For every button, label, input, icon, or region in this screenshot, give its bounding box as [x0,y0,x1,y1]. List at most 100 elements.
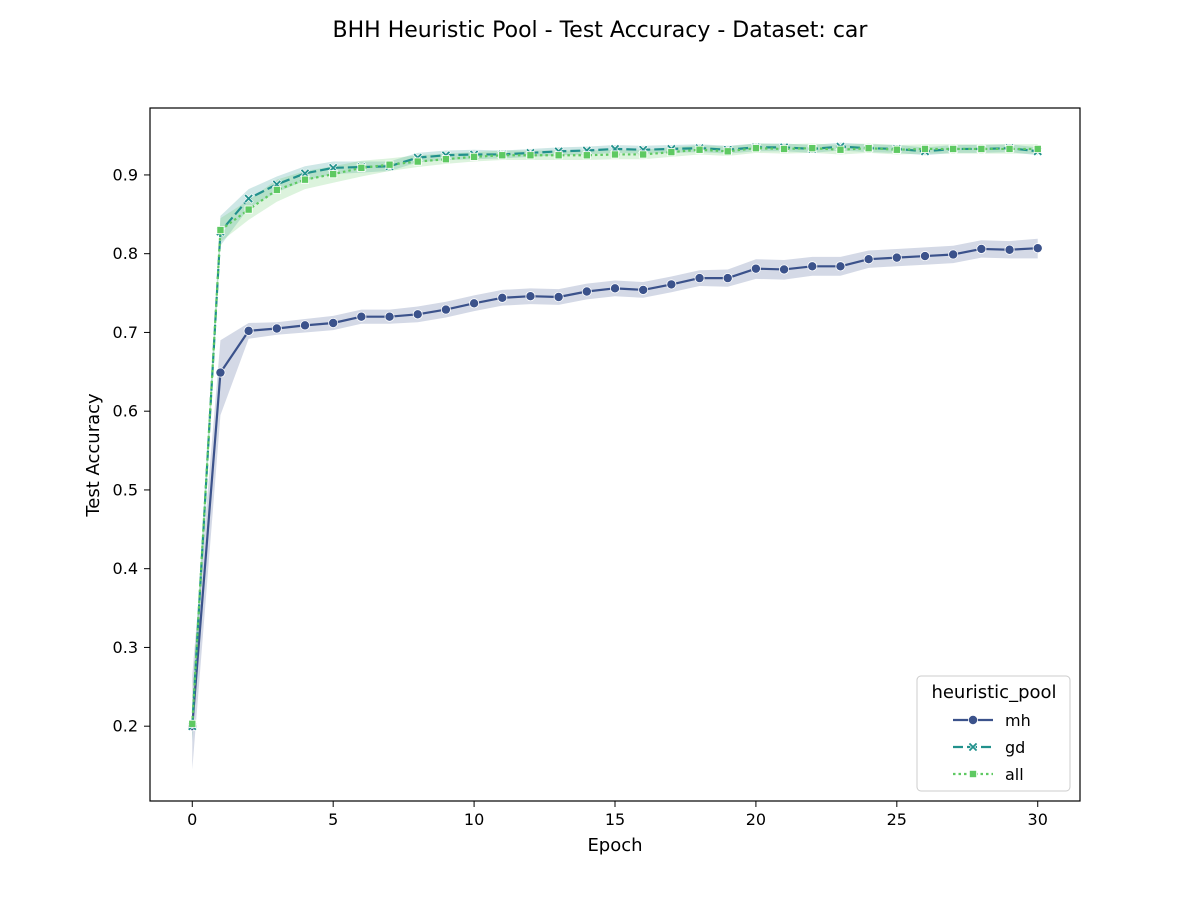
data-point-all [272,185,281,194]
data-point-gd [299,168,311,179]
data-point-mh [469,298,480,309]
data-point-mh [581,286,592,297]
data-point-mh [976,243,987,254]
x-tick-label: 30 [1028,810,1048,829]
x-tick-label: 25 [887,810,907,829]
data-point-all [1005,144,1014,153]
legend-label-mh: mh [1005,711,1031,730]
y-tick-label: 0.3 [113,638,138,657]
legend-item-all: all [953,765,1024,784]
data-point-mh [356,311,367,322]
data-point-all [413,157,422,166]
data-point-mh [807,261,818,272]
data-point-mh [412,309,423,320]
series-gd [187,141,1043,732]
data-point-all [216,226,225,235]
data-point-all [639,150,648,159]
data-point-mh [328,317,339,328]
x-tick-label: 0 [187,810,197,829]
x-tick-label: 10 [464,810,484,829]
data-point-all [977,144,986,153]
data-point-all [554,151,563,160]
legend-title: heuristic_pool [931,682,1056,703]
data-point-mh [835,261,846,272]
data-point-mh [299,320,310,331]
data-point-mh [610,283,621,294]
band-gd [192,142,1038,742]
series-all [188,144,1042,728]
data-point-all [808,144,817,153]
legend-marker-mh [968,715,979,726]
data-point-mh [863,254,874,265]
chart-title: BHH Heuristic Pool - Test Accuracy - Dat… [333,18,869,43]
y-tick-label: 0.7 [113,323,138,342]
data-point-all [441,155,450,164]
y-tick-label: 0.2 [113,717,138,736]
data-point-all [385,160,394,169]
legend-item-mh: mh [953,711,1031,730]
series-line-gd [191,145,1038,727]
y-tick-label: 0.6 [113,402,138,421]
data-point-gd [243,193,254,204]
data-point-mh [553,291,564,302]
data-point-all [864,144,873,153]
legend-marker-gd [967,741,979,753]
data-point-mh [1004,244,1015,255]
data-point-mh [243,325,254,336]
x-tick-label: 5 [328,810,338,829]
legend-item-gd: gd [953,738,1025,757]
data-point-all [329,170,338,179]
data-point-all [611,150,620,159]
legend-marker-all [969,770,978,779]
data-point-mh [920,251,931,262]
data-point-mh [666,279,677,290]
data-point-mh [497,292,508,303]
data-point-all [1033,144,1042,153]
data-point-mh [525,291,536,302]
legend-label-gd: gd [1005,738,1025,757]
data-point-mh [891,252,902,263]
data-point-all [751,144,760,153]
data-point-mh [440,304,451,315]
band-mh [192,238,1038,770]
series-line-all [191,147,1038,724]
data-point-all [667,148,676,157]
y-tick-label: 0.4 [113,559,138,578]
x-tick-label: 20 [746,810,766,829]
y-axis-label: Test Accuracy [83,393,104,518]
data-point-all [582,151,591,160]
data-point-all [300,175,309,184]
y-tick-label: 0.5 [113,480,138,499]
y-tick-label: 0.9 [113,165,138,184]
x-axis-label: Epoch [587,835,642,856]
data-point-all [949,144,958,153]
data-point-all [470,152,479,161]
data-point-all [892,145,901,154]
legend-label-all: all [1005,765,1024,784]
x-tick-label: 15 [605,810,625,829]
data-point-all [498,151,507,160]
data-point-all [921,144,930,153]
plot-area [187,141,1043,770]
series-mh [187,243,1043,732]
data-point-mh [271,323,282,334]
data-point-mh [948,249,959,260]
data-point-all [244,205,253,214]
data-point-mh [694,273,705,284]
data-point-all [695,145,704,154]
data-point-mh [722,273,733,284]
data-point-mh [638,284,649,295]
y-tick-label: 0.8 [113,244,138,263]
y-axis: 0.2 0.3 0.4 0.5 0.6 0.7 0.8 0.9 [113,165,150,736]
data-point-mh [384,311,395,322]
data-point-mh [215,367,226,378]
band-all [192,143,1038,738]
data-point-all [188,719,197,728]
x-axis: 0 5 10 15 20 25 30 [187,801,1048,829]
data-point-mh [779,264,790,275]
data-point-all [357,163,366,172]
data-point-all [723,147,732,156]
data-point-all [526,151,535,160]
data-point-mh [1032,243,1043,254]
